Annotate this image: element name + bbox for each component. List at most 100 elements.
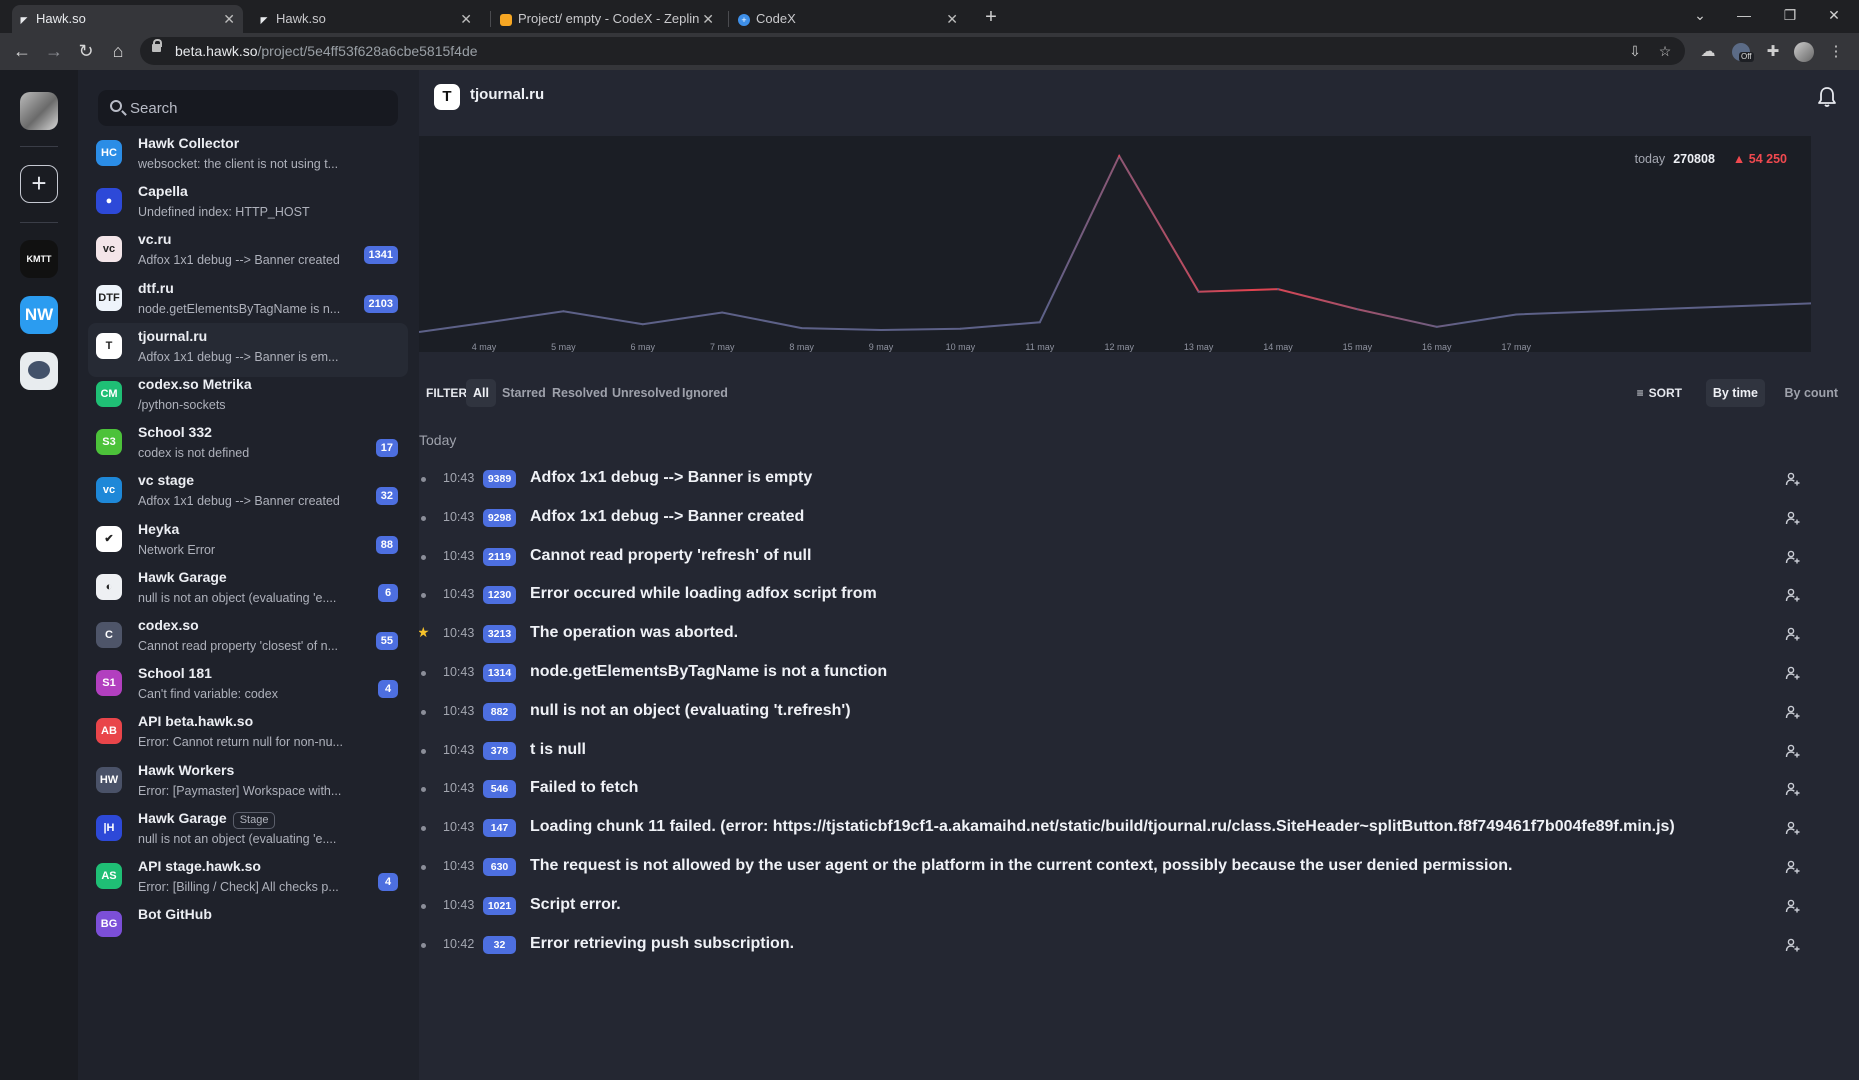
unread-count-badge: 32 [375, 487, 398, 506]
project-item[interactable]: AB API beta.hawk.so Error: Cannot return n… [88, 708, 408, 762]
assign-user-icon[interactable] [1785, 781, 1801, 797]
event-title: Adfox 1x1 debug --> Banner created [530, 507, 805, 525]
event-row[interactable]: 10:43 882 null is not an object (evaluatin… [419, 692, 1811, 732]
cloud-extension-icon[interactable]: ☁ [1700, 43, 1716, 60]
event-row[interactable]: 10:43 1230 Error occured while loading adf… [419, 575, 1811, 615]
notifications-bell-icon[interactable] [1815, 85, 1839, 109]
event-row[interactable]: 10:43 378 t is null [419, 731, 1811, 771]
browser-menu-icon[interactable]: ⋮ [1828, 43, 1844, 60]
unread-dot-icon [421, 865, 426, 870]
close-tab-icon[interactable]: ✕ [946, 11, 958, 27]
project-item[interactable]: vc vc.ru Adfox 1x1 debug --> Banner create… [88, 226, 408, 280]
project-item[interactable]: S3 School 332 codex is not defined 17 [88, 419, 408, 473]
search-box[interactable] [98, 90, 398, 126]
project-item[interactable]: DTF dtf.ru node.getElementsByTagName is n.… [88, 275, 408, 329]
event-row[interactable]: 10:43 2119 Cannot read property 'refresh' … [419, 537, 1811, 577]
event-row[interactable]: 10:43 1021 Script error. [419, 886, 1811, 926]
chart-point [721, 311, 724, 314]
workspace-nw[interactable]: NW [20, 296, 58, 334]
browser-tab-2[interactable]: ◤ Hawk.so ✕ [252, 5, 480, 33]
event-row[interactable]: 10:43 9389 Adfox 1x1 debug --> Banner is e… [419, 459, 1811, 499]
address-bar[interactable]: beta.hawk.so/project/5e4ff53f628a6cbe581… [140, 37, 1685, 65]
translate-extension-icon[interactable]: Off [1730, 40, 1754, 64]
project-item[interactable]: |H Hawk Garage Stage null is not an object … [88, 805, 408, 859]
assign-user-icon[interactable] [1785, 665, 1801, 681]
project-item[interactable]: HW Hawk Workers Error: [Paymaster] Workspa… [88, 757, 408, 811]
assign-user-icon[interactable] [1785, 820, 1801, 836]
assign-user-icon[interactable] [1785, 471, 1801, 487]
project-item[interactable]: ● Capella Undefined index: HTTP_HOST [88, 178, 408, 232]
tab-search-icon[interactable]: ⌄ [1694, 7, 1706, 23]
close-window-button[interactable]: ✕ [1828, 7, 1840, 23]
project-logo-icon: C [96, 622, 122, 648]
assign-user-icon[interactable] [1785, 859, 1801, 875]
project-item[interactable]: HC Hawk Collector websocket: the client is… [88, 130, 408, 184]
reload-icon[interactable]: ↻ [78, 41, 94, 61]
close-tab-icon[interactable]: ✕ [702, 11, 714, 27]
puzzle-extensions-icon[interactable]: ✚ [1766, 43, 1780, 60]
browser-tab-1[interactable]: ◤ Hawk.so ✕ [12, 5, 243, 33]
new-tab-button[interactable]: + [985, 6, 997, 28]
today-delta: ▲ 54 250 [1733, 152, 1787, 166]
project-item[interactable]: CM codex.so Metrika/python-sockets [88, 371, 408, 425]
sort-by-count[interactable]: By count [1784, 386, 1838, 400]
address-url[interactable]: beta.hawk.so/project/5e4ff53f628a6cbe581… [175, 37, 478, 65]
back-icon[interactable]: ← [13, 41, 31, 61]
project-item[interactable]: ◐ Hawk Garage null is not an object (evalu… [88, 564, 408, 618]
project-item[interactable]: vc vc stage Adfox 1x1 debug --> Banner cre… [88, 467, 408, 521]
home-icon[interactable]: ⌂ [112, 41, 124, 61]
close-tab-icon[interactable]: ✕ [460, 11, 472, 27]
project-name-text: dtf.ru [138, 279, 174, 296]
event-row[interactable]: 10:43 1314 node.getElementsByTagName is no… [419, 653, 1811, 693]
install-app-icon[interactable]: ⇩ [1629, 43, 1641, 59]
workspace-kmtt[interactable]: KMTT [20, 240, 58, 278]
filter-ignored[interactable]: Ignored [682, 386, 728, 400]
event-row[interactable]: 10:43 630 The request is not allowed by th… [419, 847, 1811, 887]
sort-by-time[interactable]: By time [1705, 379, 1765, 407]
assign-user-icon[interactable] [1785, 898, 1801, 914]
bookmark-star-icon[interactable]: ☆ [1658, 43, 1672, 59]
forward-icon[interactable]: → [45, 41, 63, 61]
starred-icon[interactable]: ★ [419, 624, 430, 641]
profile-avatar[interactable] [1792, 40, 1816, 64]
unread-dot-icon [421, 942, 426, 948]
filter-unresolved[interactable]: Unresolved [612, 386, 681, 400]
project-name-text: School 332 [138, 424, 212, 441]
project-name: Hawk Garage Stage [138, 810, 276, 829]
search-input[interactable] [130, 90, 390, 126]
event-title: Error occured while loading adfox script… [530, 585, 877, 603]
project-item[interactable]: S1 School 181 Can't find variable: codex 4 [88, 660, 408, 714]
browser-tab-3[interactable]: Project/ empty - CodeX - Zeplin ✕ [494, 5, 722, 33]
assign-user-icon[interactable] [1785, 937, 1801, 953]
filter-resolved[interactable]: Resolved [552, 386, 608, 400]
event-row[interactable]: 10:42 32 Error retrieving push subscriptio… [419, 925, 1811, 965]
project-item[interactable]: BG Bot GitHub [88, 901, 408, 955]
project-item[interactable]: ✔ Heyka Network Error 88 [88, 516, 408, 570]
filter-starred[interactable]: Starred [502, 386, 546, 400]
event-row[interactable]: 10:43 147 Loading chunk 11 failed. (error:… [419, 808, 1811, 848]
browser-tab-4[interactable]: + CodeX ✕ [732, 5, 966, 33]
chart-point [1197, 290, 1200, 293]
project-name: School 181 [138, 665, 212, 681]
workspace-codex[interactable] [20, 352, 58, 390]
workspace-label: KMTT [26, 254, 52, 264]
user-avatar[interactable] [20, 92, 58, 130]
event-row[interactable]: 10:43 9298 Adfox 1x1 debug --> Banner crea… [419, 498, 1811, 538]
assign-user-icon[interactable] [1785, 510, 1801, 526]
assign-user-icon[interactable] [1785, 549, 1801, 565]
assign-user-icon[interactable] [1785, 704, 1801, 720]
close-tab-icon[interactable]: ✕ [223, 11, 235, 27]
assign-user-icon[interactable] [1785, 626, 1801, 642]
assign-user-icon[interactable] [1785, 587, 1801, 603]
minimize-button[interactable]: — [1737, 7, 1751, 23]
project-last-error: websocket: the client is not using t... [138, 157, 339, 171]
add-workspace-button[interactable]: + [20, 165, 58, 203]
assign-user-icon[interactable] [1785, 743, 1801, 759]
event-row[interactable]: ★ 10:43 3213 The operation was aborted. [419, 614, 1811, 654]
filter-all[interactable]: All [466, 379, 496, 407]
restore-button[interactable]: ❐ [1783, 7, 1797, 23]
event-row[interactable]: 10:43 546 Failed to fetch [419, 769, 1811, 809]
project-item[interactable]: AS API stage.hawk.so Error: [Billing / Che… [88, 853, 408, 907]
